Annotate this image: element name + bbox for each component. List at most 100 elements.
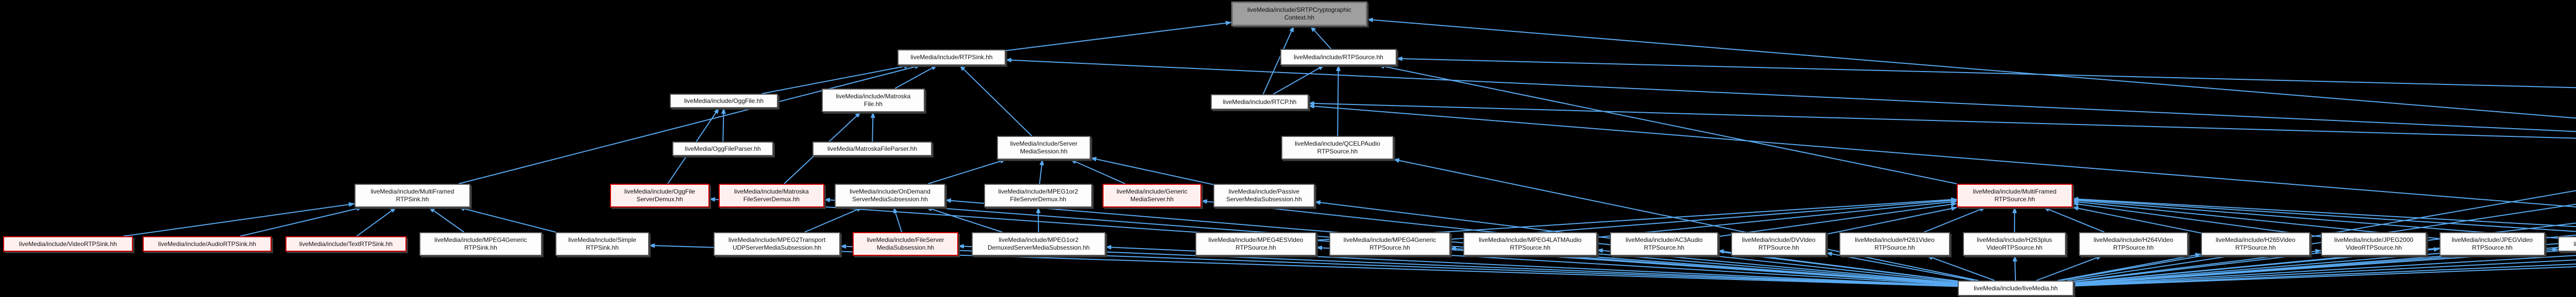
node-mfsource[interactable]: liveMedia/include/MultiFramed RTPSource.h… — [1957, 184, 2073, 207]
node-label-line: liveMedia/include/H263plus — [1976, 236, 2053, 243]
node-label-line: liveMedia/include/JPEGVideo — [2451, 236, 2533, 243]
node-mpeg4es[interactable]: liveMedia/include/MPEG4ESVideo RTPSource.… — [1195, 232, 1316, 256]
node-label-line: ServerDemux.hh — [636, 196, 683, 203]
edge-filesms-to-ondemand — [893, 207, 903, 233]
node-root[interactable]: liveMedia/include/SRTPCryptographic Conte… — [1231, 2, 1367, 26]
edge-genericms-to-sms — [1070, 159, 1126, 184]
node-oggfile[interactable]: liveMedia/include/OggFile.hh — [670, 94, 778, 108]
edge-passive-to-sms — [1090, 156, 1214, 185]
node-label-line: MediaSubsession.hh — [876, 244, 935, 251]
node-rtpsource[interactable]: liveMedia/include/RTPSource.hh — [1280, 49, 1397, 65]
node-label-line: liveMedia/include/RTCP.hh — [1223, 98, 1297, 106]
node-mfsink[interactable]: liveMedia/include/MultiFramed RTPSink.hh — [354, 184, 470, 207]
edge-simplesink-to-mfsink — [458, 206, 556, 233]
node-rtcp[interactable]: liveMedia/include/RTCP.hh — [1211, 94, 1309, 110]
node-label-line: VideoRTPSource.hh — [1986, 244, 2043, 251]
node-matroskafile[interactable]: liveMedia/include/Matroska File.hh — [822, 89, 925, 112]
node-label-line: RTPSink.hh — [464, 244, 497, 251]
edge-livemedia-to-qcelp — [1393, 158, 1979, 281]
node-label-line: FileServerDemux.hh — [743, 196, 800, 203]
edge-livemedia-to-filesms — [958, 244, 1958, 287]
edge-mediasession-to-root — [1367, 18, 2576, 119]
edge-mpeg12video-to-mfsource — [2072, 197, 2576, 228]
node-textsink[interactable]: liveMedia/include/TextRTPSink.hh — [285, 236, 406, 252]
edge-livemedia-to-mpeg12audio — [2073, 255, 2576, 286]
node-mpeg4latm[interactable]: liveMedia/include/MPEG4LATMAudio RTPSourc… — [1463, 232, 1597, 256]
node-sms[interactable]: liveMedia/include/Server MediaSession.hh — [997, 136, 1091, 160]
edge-matroskafile-to-rtpsink — [894, 65, 938, 89]
edge-videosink-to-mfsink — [123, 202, 355, 237]
node-label-line: liveMedia/include/MPEG1or2 — [998, 188, 1078, 195]
edge-livemedia-to-mediasession — [2067, 203, 2576, 281]
node-passive[interactable]: liveMedia/include/Passive ServerMediaSubs… — [1213, 184, 1315, 207]
edge-mediasession-to-rtpsink — [1005, 58, 2576, 132]
node-label-line: liveMedia/include/RTPSink.hh — [910, 54, 993, 61]
node-videosink[interactable]: liveMedia/include/VideoRTPSink.hh — [3, 236, 133, 252]
node-mpeg12fsd[interactable]: liveMedia/include/MPEG1or2 FileServerDemu… — [984, 184, 1092, 207]
node-h261[interactable]: liveMedia/include/H261Video RTPSource.hh — [1839, 232, 1950, 256]
node-matroskademux[interactable]: liveMedia/include/Matroska FileServerDemu… — [719, 184, 824, 207]
node-label-line: DemuxedServerMediaSubsession.hh — [987, 244, 1090, 251]
node-label-line: RTPSource.hh — [1510, 244, 1551, 251]
node-mpeg4gsrc[interactable]: liveMedia/include/MPEG4Generic RTPSource.… — [1329, 232, 1450, 256]
node-label-line: liveMedia/include/AudioRTPSink.hh — [158, 240, 256, 248]
node-oggdemux[interactable]: liveMedia/include/OggFile ServerDemux.hh — [610, 184, 709, 207]
edge-livemedia-to-h265 — [2057, 253, 2201, 281]
node-livemedia[interactable]: liveMedia/include/liveMedia.hh — [1958, 281, 2074, 296]
edge-sms-to-rtpsink — [959, 65, 1032, 136]
node-filesms[interactable]: liveMedia/include/FileServer MediaSubsess… — [853, 232, 958, 256]
node-ondemand[interactable]: liveMedia/include/OnDemand ServerMediaSub… — [835, 184, 945, 207]
node-label-line: VideoRTPSource.hh — [2346, 244, 2402, 251]
node-label-line: RTPSource.hh — [1643, 244, 1685, 251]
edge-jpeg2000-to-mfsource — [2072, 202, 2321, 238]
edge-m2tudp-to-ondemand — [804, 207, 863, 233]
node-label-line: liveMedia/include/MPEG4ESVideo — [1208, 236, 1303, 243]
node-label-line: liveMedia/include/Matroska — [836, 93, 911, 100]
node-label-line: liveMedia/include/MultiFramed — [370, 188, 454, 195]
edge-qcelp-to-rtpsource — [1336, 65, 1341, 136]
edge-mpeg12dsms-to-ondemand — [926, 207, 1003, 233]
node-label-line: liveMedia/include/TextRTPSink.hh — [299, 240, 393, 248]
node-h264[interactable]: liveMedia/include/H264Video RTPSource.hh — [2079, 232, 2188, 256]
edge-livemedia-to-proxysms — [2073, 263, 2576, 287]
node-oggparser[interactable]: liveMedia/OggFileParser.hh — [672, 142, 773, 156]
node-jpegv[interactable]: liveMedia/include/JPEGVideo RTPSource.hh — [2439, 232, 2545, 256]
node-label-line: RTPSource.hh — [1874, 244, 1915, 251]
node-matroskaparser[interactable]: liveMedia/MatroskaFileParser.hh — [812, 142, 932, 156]
node-genericms[interactable]: liveMedia/include/Generic MediaServer.hh — [1103, 184, 1201, 207]
node-label-line: liveMedia/include/AC3Audio — [1625, 236, 1703, 243]
node-label-line: RTPSource.hh — [1994, 196, 2035, 203]
node-label-line: liveMedia/OggFileParser.hh — [685, 145, 761, 152]
node-ac3[interactable]: liveMedia/include/AC3Audio RTPSource.hh — [1610, 232, 1718, 256]
node-mpeg4gsink[interactable]: liveMedia/include/MPEG4Generic RTPSink.hh — [419, 232, 542, 256]
node-label-line: liveMedia/include/FileServer — [867, 236, 944, 243]
node-label-line: Context.hh — [1284, 14, 1315, 21]
node-label-line: RTPSource.hh — [2113, 244, 2154, 251]
node-label-line: liveMedia/include/Generic — [1116, 188, 1188, 195]
edge-mpeg12audio-to-mfsource — [2072, 197, 2576, 232]
node-label-line: RTPSource.hh — [1235, 244, 1276, 251]
node-rtpsink[interactable]: liveMedia/include/RTPSink.hh — [897, 49, 1006, 65]
node-qcelp[interactable]: liveMedia/include/QCELPAudio RTPSource.hh — [1281, 136, 1394, 160]
node-jpeg2000[interactable]: liveMedia/include/JPEG2000 VideoRTPSource… — [2321, 232, 2427, 256]
node-mpeg12dsms[interactable]: liveMedia/include/MPEG1or2 DemuxedServerM… — [972, 232, 1106, 256]
edge-h265-to-mfsource — [2072, 206, 2201, 234]
edge-oggfile-to-rtpsink — [761, 64, 910, 94]
node-label-line: liveMedia/include/OnDemand — [850, 188, 930, 195]
edge-livemedia-to-avifilesink — [2073, 246, 2576, 285]
node-m2tudp[interactable]: liveMedia/include/MPEG2Transport UDPServe… — [714, 232, 840, 256]
node-dv[interactable]: liveMedia/include/DVVideo RTPSource.hh — [1731, 232, 1826, 256]
node-h263[interactable]: liveMedia/include/H263plus VideoRTPSource… — [1963, 232, 2066, 256]
edge-mpeg12dsms-to-mpeg12fsd — [1036, 207, 1041, 233]
node-label-line: liveMedia/include/MP3ADURTPSource.hh — [2573, 240, 2576, 248]
node-simplesink[interactable]: liveMedia/include/Simple RTPSink.hh — [555, 232, 649, 256]
node-mp3adu[interactable]: liveMedia/include/MP3ADURTPSource.hh — [2558, 236, 2576, 252]
node-label-line: FileServerDemux.hh — [1010, 196, 1066, 203]
node-h265[interactable]: liveMedia/include/H265Video RTPSource.hh — [2201, 232, 2310, 256]
edge-livemedia-to-qtfilesink — [2073, 249, 2576, 285]
edge-matroskaparser-to-matroskafile — [870, 112, 875, 142]
edge-h264-to-mfsource — [2043, 207, 2105, 233]
node-audiosink[interactable]: liveMedia/include/AudioRTPSink.hh — [143, 236, 272, 252]
node-label-line: liveMedia/include/MultiFramed — [1973, 188, 2057, 195]
edge-proxysms-to-rtcp — [1308, 103, 2576, 208]
